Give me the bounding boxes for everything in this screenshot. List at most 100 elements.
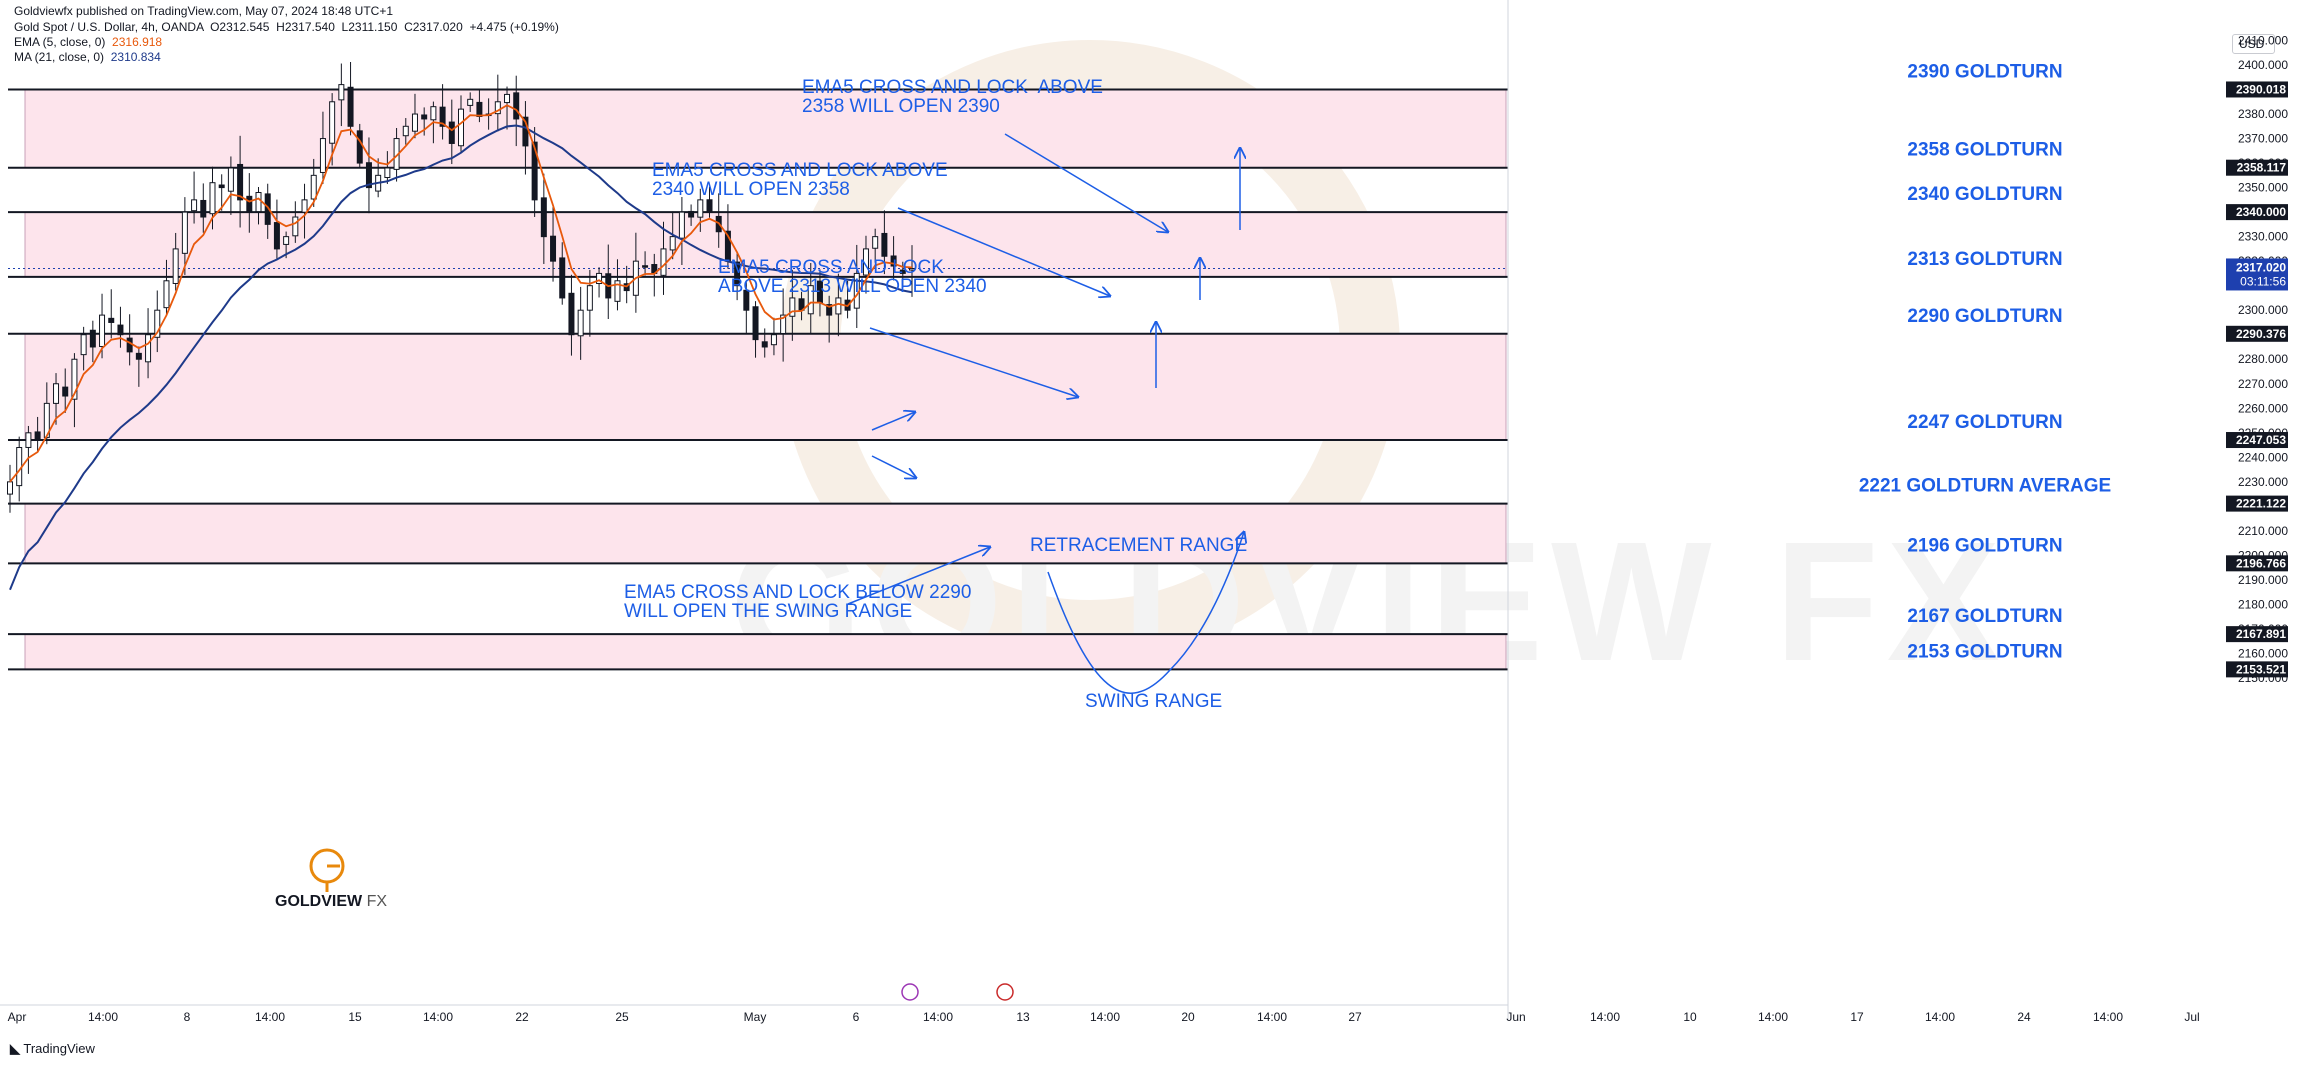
level-tag-bg: [2226, 495, 2288, 512]
publisher-line: Goldviewfx published on TradingView.com,…: [14, 4, 393, 18]
level-tag-2247.053: 2247.053: [2236, 433, 2286, 447]
candle-body: [577, 309, 584, 337]
goldturn-zone-4: [24, 633, 1507, 670]
candle-body: [402, 125, 409, 137]
price-tick-label: 2260.000: [2238, 401, 2288, 415]
candle-body: [697, 199, 704, 218]
time-tick-label: 22: [515, 1010, 529, 1024]
ma-label: MA (21, close, 0): [14, 50, 105, 64]
candle-body: [807, 285, 814, 315]
candle-body: [365, 162, 372, 189]
price-tick-label: 2230.000: [2238, 475, 2288, 489]
candle-body: [7, 481, 13, 495]
candle-body: [89, 329, 96, 348]
time-tick-label: 14:00: [423, 1010, 453, 1024]
candle-body: [62, 386, 69, 397]
candle-body: [181, 211, 188, 254]
ohlc-open: O2312.545: [210, 20, 270, 34]
price-tick-label: 2280.000: [2238, 352, 2288, 366]
candle-body: [264, 193, 271, 225]
candle-body: [227, 167, 234, 192]
level-label-2358.117: 2358 GOLDTURN: [1907, 140, 2062, 161]
time-tick-label: 14:00: [1257, 1010, 1287, 1024]
time-axis: Apr 14:00 8 14:00 15 14:00 22 25 May 6 14:00 13 14:0…: [0, 983, 2200, 1024]
candle-body: [899, 269, 906, 274]
candle-body: [163, 280, 170, 309]
arrow-near-price-down: [871, 455, 916, 478]
goldturn-zone-0: [24, 88, 1507, 169]
arrow-to-2390: [1004, 133, 1168, 232]
candle-body: [458, 108, 464, 147]
ma-legend[interactable]: MA (21, close, 0) 2310.834: [14, 50, 161, 64]
time-tick-label: Jul: [2184, 1010, 2199, 1024]
level-label-2247.053: 2247 GOLDTURN: [1907, 412, 2062, 433]
tradingview-footer[interactable]: ◣ TradingView: [10, 1041, 95, 1057]
candle-body: [273, 222, 280, 250]
time-tick-label: 13: [1016, 1010, 1030, 1024]
candle-body: [246, 195, 253, 213]
candle-body: [191, 199, 198, 212]
candle-body: [559, 257, 566, 299]
time-tick-label: 24: [2017, 1010, 2031, 1024]
time-tick-label: 25: [615, 1010, 629, 1024]
ema-label: EMA (5, close, 0): [14, 35, 106, 49]
time-tick-label: 14:00: [255, 1010, 285, 1024]
currency-button[interactable]: USD: [2232, 34, 2276, 54]
candle-body: [743, 289, 750, 311]
level-tag-2153.521: 2153.521: [2236, 662, 2286, 676]
annotation-swing-range-break: EMA5 CROSS AND LOCK BELOW 2290 WILL OPEN…: [624, 582, 972, 622]
level-tag-2358.117: 2358.117: [2237, 161, 2287, 175]
event-us-flag-icon: [996, 983, 1014, 1001]
candle-body: [881, 232, 888, 257]
time-tick-label: 14:00: [88, 1010, 118, 1024]
candle-body: [301, 199, 308, 213]
arrow-retracement: [847, 547, 990, 605]
ma21-line: [9, 124, 913, 591]
level-tag-bg: [2226, 204, 2288, 221]
candle-body: [25, 432, 32, 448]
candle-body: [117, 324, 124, 336]
candle-body: [310, 174, 317, 200]
time-tick-label: 20: [1181, 1010, 1195, 1024]
candle-body: [154, 309, 161, 338]
time-tick-label: 14:00: [1758, 1010, 1788, 1024]
candle-body: [504, 93, 511, 104]
candle-body: [909, 268, 915, 271]
candle-body: [467, 98, 474, 106]
candle-body: [642, 265, 649, 268]
time-tick-label: Jun: [1506, 1010, 1525, 1024]
goldturn-zone-3: [24, 503, 1507, 564]
candle-body: [99, 314, 106, 347]
swing-range-curve: [1047, 532, 1244, 694]
symbol-line: Gold Spot / U.S. Dollar, 4h, OANDA O2312…: [14, 20, 559, 34]
candle-body: [34, 431, 41, 441]
time-tick-label: 14:00: [1925, 1010, 1955, 1024]
current-price-countdown: 03:11:56: [2240, 274, 2286, 288]
price-tick-label: 2240.000: [2238, 450, 2288, 464]
candle-body: [890, 255, 897, 267]
candle-body: [126, 337, 133, 353]
price-tick-label: 2350.000: [2238, 181, 2288, 195]
goldview-logo-mark: [325, 864, 340, 892]
price-tick-label: 2400.000: [2238, 58, 2288, 72]
price-tick-label: 2300.000: [2238, 303, 2288, 317]
candle-body: [209, 182, 216, 215]
time-tick-label: 8: [184, 1010, 191, 1024]
event-flash-icon: [901, 983, 919, 1001]
level-tag-2221.122: 2221.122: [2236, 497, 2286, 511]
level-tag-bg: [2226, 626, 2288, 643]
candle-body: [872, 236, 879, 249]
time-tick-label: 27: [1348, 1010, 1362, 1024]
candle-body: [734, 261, 741, 287]
ema-legend[interactable]: EMA (5, close, 0) 2316.918: [14, 35, 162, 49]
arrow-to-2358: [897, 207, 1110, 296]
candle-body: [421, 114, 428, 120]
tradingview-logo-icon: ◣: [10, 1041, 20, 1056]
annotation-retracement-range: RETRACEMENT RANGE: [1030, 535, 1248, 556]
candle-body: [678, 211, 685, 239]
time-tick-label: 14:00: [923, 1010, 953, 1024]
candle-body: [356, 130, 363, 164]
goldview-logo: [309, 848, 345, 892]
